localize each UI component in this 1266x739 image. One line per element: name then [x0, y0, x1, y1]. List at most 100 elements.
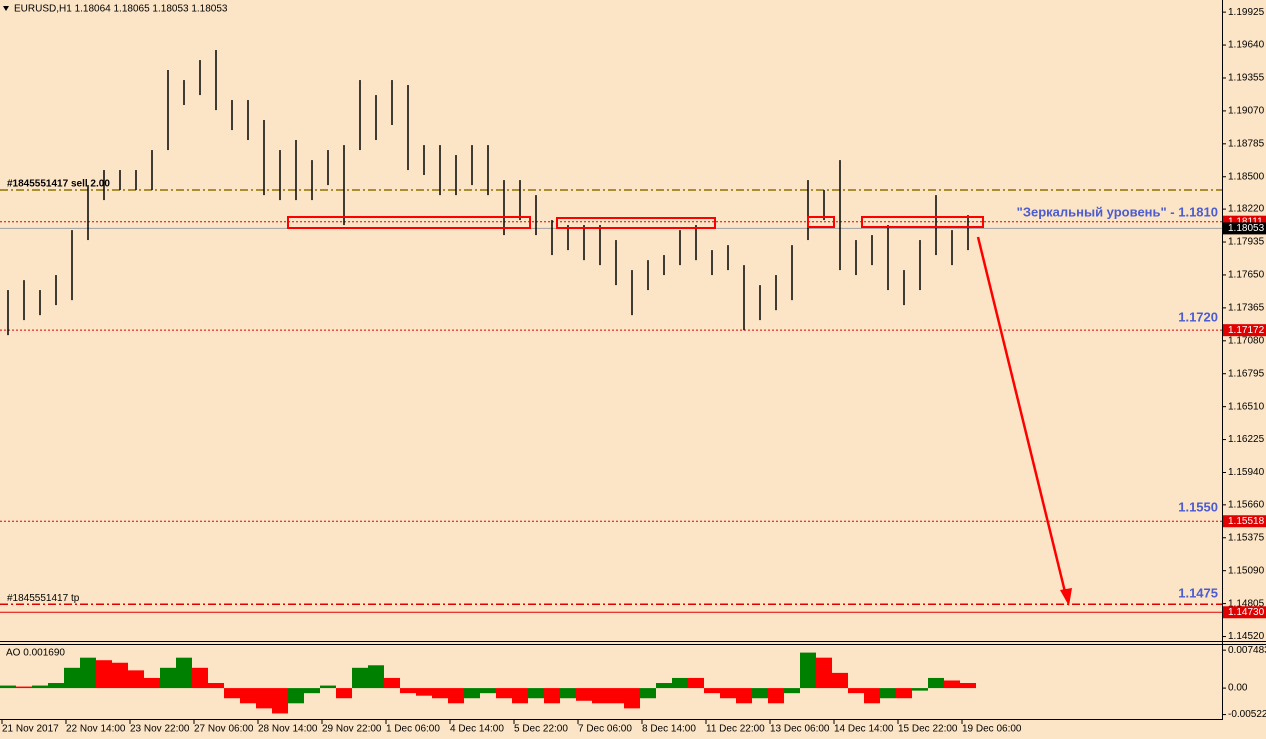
y-tick-label: 1.15940 — [1228, 467, 1265, 478]
ao-bar — [752, 688, 768, 699]
ao-bar — [128, 670, 144, 689]
ao-bar — [944, 680, 960, 689]
y-tick-label: 1.16225 — [1228, 434, 1265, 445]
ao-bar — [912, 688, 928, 691]
ao-bar — [368, 665, 384, 689]
y-tick-label: 1.16510 — [1228, 401, 1265, 412]
marks: 1.19925 1.19640 1.19355 1.19070 1.18785 1.185… — [0, 7, 1266, 735]
zone-box — [556, 217, 716, 229]
y-tick-label: 1.19355 — [1228, 73, 1265, 84]
ao-bar — [432, 688, 448, 699]
ao-bar — [208, 683, 224, 689]
ao-bar — [704, 688, 720, 694]
ao-bar — [800, 652, 816, 689]
ao-tick-label: 0.007483 — [1228, 645, 1266, 656]
ao-bar — [864, 688, 880, 704]
y-tick-label: 1.19070 — [1228, 106, 1265, 117]
ao-bar — [656, 683, 672, 689]
ao-bar — [624, 688, 640, 709]
y-tick-label: 1.19640 — [1228, 40, 1265, 51]
ao-bar — [576, 688, 592, 701]
y-tick-label: 1.17935 — [1228, 237, 1265, 248]
x-tick-label: 29 Nov 22:00 — [322, 724, 382, 735]
price-marker-label: 1.14730 — [1228, 607, 1265, 618]
ao-bar — [816, 657, 832, 689]
x-tick-label: 13 Dec 06:00 — [770, 724, 830, 735]
x-tick-label: 23 Nov 22:00 — [130, 724, 190, 735]
price-marker — [1223, 515, 1266, 528]
ao-bar — [112, 662, 128, 689]
ao-bar — [544, 688, 560, 704]
ao-bar — [896, 688, 912, 699]
ao-bar — [880, 688, 896, 699]
y-tick-label: 1.14520 — [1228, 631, 1265, 642]
ao-bar — [784, 688, 800, 694]
ao-bar — [480, 688, 496, 694]
price-marker-label: 1.15518 — [1228, 516, 1265, 527]
ao-bar — [64, 667, 80, 689]
header: EURUSD,H1 1.18064 1.18065 1.18053 1.1805… — [14, 4, 228, 15]
ao-bar — [336, 688, 352, 699]
ao-bar — [512, 688, 528, 704]
ao-bar — [560, 688, 576, 699]
ao-bar — [176, 657, 192, 689]
x-tick-label: 11 Dec 22:00 — [706, 724, 765, 735]
ao-bar — [80, 657, 96, 689]
ao-tick-label: -0.005224 — [1228, 709, 1266, 720]
y-tick-label: 1.17080 — [1228, 335, 1265, 346]
ao-bar — [240, 688, 256, 704]
zone-box — [287, 216, 531, 229]
ao-bar — [32, 685, 48, 689]
ao-bar — [224, 688, 240, 699]
zones — [287, 216, 984, 229]
ao-bar — [736, 688, 752, 704]
ao-bar — [192, 667, 208, 689]
x-tick-label: 21 Nov 2017 — [2, 724, 59, 735]
y-tick-label: 1.15660 — [1228, 499, 1265, 510]
y-tick-label: 1.14805 — [1228, 598, 1265, 609]
x-tick-label: 8 Dec 14:00 — [642, 724, 696, 735]
ao-bar — [688, 677, 704, 689]
x-tick-label: 15 Dec 22:00 — [898, 724, 958, 735]
arrow — [976, 236, 1068, 597]
ao-bar — [416, 688, 432, 696]
price-marker — [1223, 222, 1266, 235]
price-marker — [1223, 324, 1266, 337]
ao-bar — [16, 686, 32, 689]
x-tick-label: 14 Dec 14:00 — [834, 724, 894, 735]
ao-bar — [384, 677, 400, 689]
ao-bar — [352, 667, 368, 689]
price-marker-label: 1.18053 — [1228, 223, 1265, 234]
ao-bar — [768, 688, 784, 704]
ao-bar — [256, 688, 272, 709]
x-tick-label: 7 Dec 06:00 — [578, 724, 632, 735]
annotation: 1.1475 — [1178, 585, 1218, 600]
y-tick-label: 1.19925 — [1228, 7, 1265, 18]
ao-bar — [144, 677, 160, 689]
level-text: #1845551417 sell 2.00 — [7, 179, 110, 190]
y-tick-label: 1.15090 — [1228, 565, 1265, 576]
x-tick-label: 22 Nov 14:00 — [66, 724, 126, 735]
x-tick-label: 5 Dec 22:00 — [514, 724, 568, 735]
ao-bar — [832, 672, 848, 689]
menu-icon[interactable] — [3, 6, 9, 11]
ao-bar — [672, 677, 688, 689]
annotation: 1.1550 — [1178, 499, 1218, 514]
x-tick-label: 28 Nov 14:00 — [258, 724, 318, 735]
ao-bar — [848, 688, 864, 694]
ao-bar — [608, 688, 624, 704]
ao-bar — [592, 688, 608, 704]
ao-title: AO 0.001690 — [6, 648, 65, 659]
ao-bar — [272, 688, 288, 714]
zone-box — [861, 216, 984, 228]
ao-bar — [960, 683, 976, 689]
level-text: #1845551417 tp — [7, 593, 80, 604]
ao-tick-label: 0.00 — [1228, 683, 1248, 694]
y-tick-label: 1.16795 — [1228, 368, 1265, 379]
ao-bar — [720, 688, 736, 699]
price-marker-label: 1.18111 — [1228, 216, 1263, 227]
x-tick-label: 4 Dec 14:00 — [450, 724, 504, 735]
ao-bar — [288, 688, 304, 704]
